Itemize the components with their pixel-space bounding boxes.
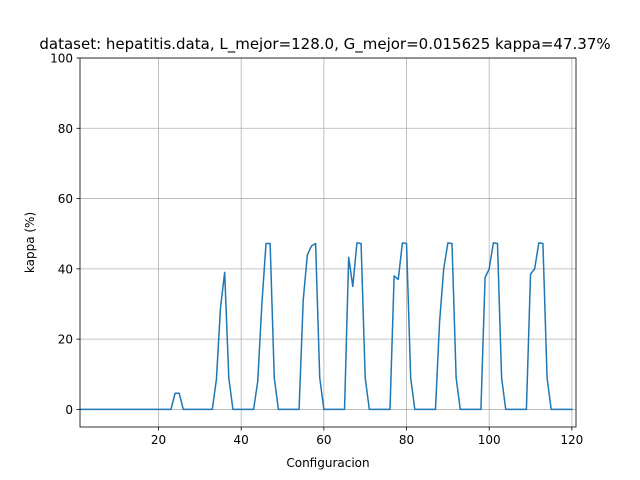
x-tick-label: 120 bbox=[560, 433, 583, 447]
chart-title: dataset: hepatitis.data, L_mejor=128.0, … bbox=[39, 35, 610, 54]
y-tick-label: 0 bbox=[65, 403, 73, 417]
y-tick-label: 40 bbox=[58, 262, 73, 276]
x-tick-label: 100 bbox=[478, 433, 501, 447]
y-tick-label: 80 bbox=[58, 122, 73, 136]
x-tick-label: 80 bbox=[399, 433, 414, 447]
x-tick-label: 60 bbox=[316, 433, 331, 447]
series-group bbox=[79, 242, 573, 411]
series-line bbox=[79, 242, 573, 411]
x-tick-label: 20 bbox=[151, 433, 166, 447]
x-tick-label: 40 bbox=[234, 433, 249, 447]
y-tick-label: 60 bbox=[58, 192, 73, 206]
y-tick-label: 20 bbox=[58, 333, 73, 347]
y-tick-label: 100 bbox=[50, 52, 73, 66]
x-axis-label: Configuracion bbox=[286, 456, 369, 470]
plot-frame bbox=[79, 57, 577, 428]
axis-ticks: 20 40 60 80 100 120 0 20 40 60 80 100 bbox=[50, 52, 583, 448]
y-axis-label: kappa (%) bbox=[23, 212, 37, 273]
